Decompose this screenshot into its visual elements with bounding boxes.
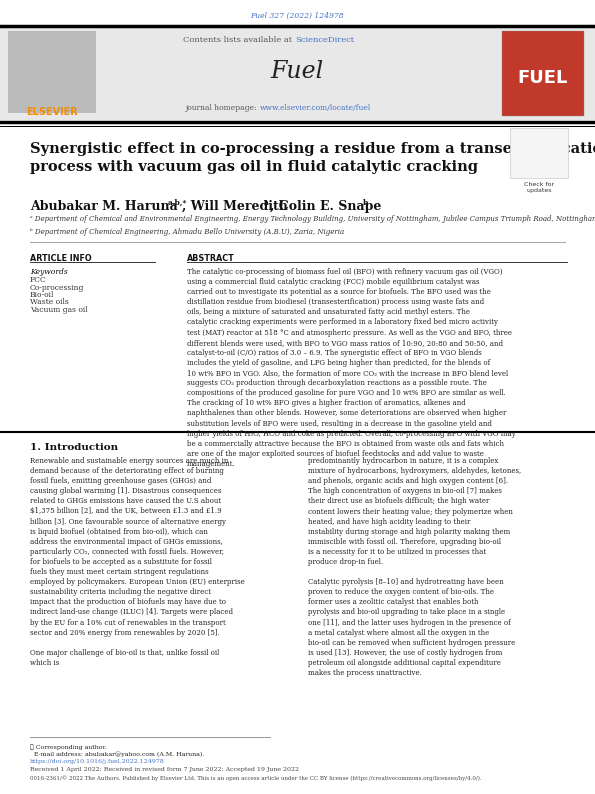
Text: Fuel 327 (2022) 124978: Fuel 327 (2022) 124978 <box>250 12 344 20</box>
Text: The catalytic co-processing of biomass fuel oil (BFO) with refinery vacuum gas o: The catalytic co-processing of biomass f… <box>187 268 516 468</box>
Text: predominantly hydrocarbon in nature, it is a complex
mixture of hydrocarbons, hy: predominantly hydrocarbon in nature, it … <box>308 457 521 687</box>
Text: FCC: FCC <box>30 276 47 284</box>
Text: Abubakar M. Haruna: Abubakar M. Haruna <box>30 200 178 213</box>
Bar <box>502 31 584 116</box>
Text: ᵃ Department of Chemical and Environmental Engineering, Energy Technology Buildi: ᵃ Department of Chemical and Environment… <box>30 215 595 223</box>
Text: www.elsevier.com/locate/fuel: www.elsevier.com/locate/fuel <box>260 104 371 112</box>
Text: 0016-2361/© 2022 The Authors. Published by Elsevier Ltd. This is an open access : 0016-2361/© 2022 The Authors. Published … <box>30 775 481 781</box>
Text: a,b,*: a,b,* <box>168 199 187 207</box>
Text: Received 1 April 2022; Received in revised form 7 June 2022; Accepted 19 June 20: Received 1 April 2022; Received in revis… <box>30 767 299 772</box>
Text: ᵇ Department of Chemical Engineering, Ahmadu Bello University (A.B.U), Zaria, Ni: ᵇ Department of Chemical Engineering, Ah… <box>30 228 344 236</box>
Text: ★ Corresponding author.: ★ Corresponding author. <box>30 744 107 750</box>
Text: Bio-oil: Bio-oil <box>30 291 54 299</box>
Text: Synergistic effect in co-processing a residue from a transesterification
process: Synergistic effect in co-processing a re… <box>30 142 595 175</box>
Text: a: a <box>264 199 269 207</box>
Text: FUEL: FUEL <box>518 69 568 87</box>
Text: b: b <box>363 199 368 207</box>
Text: Vacuum gas oil: Vacuum gas oil <box>30 306 87 314</box>
Text: journal homepage:: journal homepage: <box>186 104 260 112</box>
Text: Co-processing: Co-processing <box>30 283 84 291</box>
Bar <box>8 31 96 113</box>
Text: , Will Meredith: , Will Meredith <box>182 200 288 213</box>
Text: 1. Introduction: 1. Introduction <box>30 443 118 452</box>
Text: Check for
updates: Check for updates <box>524 182 554 193</box>
Text: Keywords: Keywords <box>30 268 68 276</box>
Text: Contents lists available at: Contents lists available at <box>183 36 295 44</box>
Text: , Colin E. Snape: , Colin E. Snape <box>270 200 381 213</box>
Text: E-mail address: abubakar@yahoo.com (A.M. Haruna).: E-mail address: abubakar@yahoo.com (A.M.… <box>30 751 204 757</box>
Text: ABSTRACT: ABSTRACT <box>187 254 235 263</box>
Text: ELSEVIER: ELSEVIER <box>26 107 78 117</box>
Text: ScienceDirect: ScienceDirect <box>295 36 354 44</box>
Text: ARTICLE INFO: ARTICLE INFO <box>30 254 92 263</box>
Text: https://doi.org/10.1016/j.fuel.2022.124978: https://doi.org/10.1016/j.fuel.2022.1249… <box>30 759 165 764</box>
Text: Waste oils: Waste oils <box>30 299 69 306</box>
Bar <box>0 26 595 120</box>
Text: Fuel: Fuel <box>271 60 324 83</box>
Bar <box>510 128 568 178</box>
Text: Renewable and sustainable energy sources are much in
demand because of the deter: Renewable and sustainable energy sources… <box>30 457 245 677</box>
